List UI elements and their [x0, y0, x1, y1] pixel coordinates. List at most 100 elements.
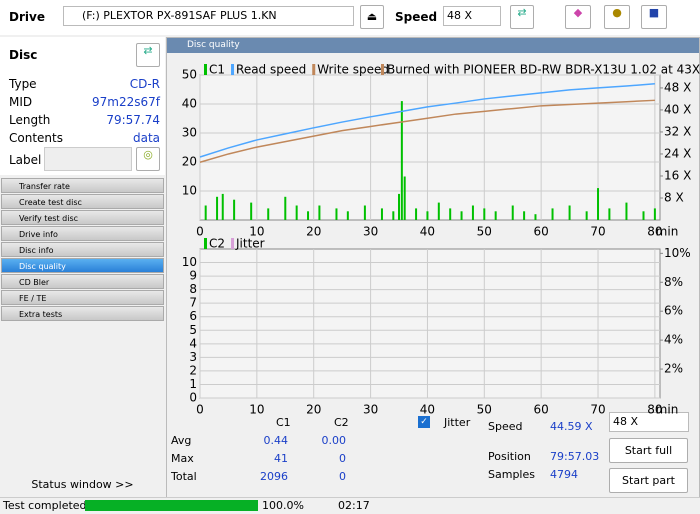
x-tick-label: 30	[363, 403, 378, 417]
c-error-bar	[233, 199, 236, 220]
c-error-bar	[267, 208, 270, 220]
menu-item[interactable]: Disc quality	[1, 258, 164, 273]
c-error-bar	[346, 211, 349, 220]
c-error-bar	[471, 205, 474, 220]
menu-item[interactable]: Create test disc	[1, 194, 164, 209]
x-tick-label: 60	[534, 403, 549, 417]
stats-key: Max	[171, 452, 194, 465]
stats-header: C1	[276, 416, 291, 429]
eject-button[interactable]: ⏏	[360, 5, 384, 29]
y-tick-label: 3	[189, 350, 197, 364]
x-tick-label: 10	[249, 225, 264, 239]
disc-key: MID	[9, 95, 33, 109]
y-tick-label: 30	[182, 126, 197, 140]
c-error-bar	[437, 202, 440, 220]
legend-swatch	[204, 238, 207, 249]
speed-select[interactable]: 48 X	[443, 6, 501, 26]
plot-area	[199, 74, 661, 221]
elapsed-time: 02:17	[338, 499, 370, 512]
progress-label: 100.0%	[262, 499, 304, 512]
x-tick-label: 60	[534, 225, 549, 239]
c-error-bar	[380, 208, 383, 220]
stats-key: Avg	[171, 434, 192, 447]
legend-swatch	[381, 64, 384, 75]
menu-item[interactable]: Disc info	[1, 242, 164, 257]
legend-label: Write speed	[317, 63, 389, 77]
start-full-button[interactable]: Start full	[609, 438, 688, 463]
y2-tick-label: 32 X	[664, 124, 691, 138]
y2-tick-label: 4%	[664, 333, 683, 347]
stats-key: Total	[171, 470, 197, 483]
disc-refresh[interactable]: ⇄	[136, 43, 160, 67]
legend-label: C2	[209, 237, 225, 251]
x-tick-label: 20	[306, 403, 321, 417]
x-tick-label: 80	[647, 225, 662, 239]
y-tick-label: 20	[182, 155, 197, 169]
y2-tick-label: 10%	[664, 246, 691, 260]
c-error-bar	[221, 193, 224, 220]
c-error-bar	[307, 211, 310, 220]
x-tick-label: 50	[477, 403, 492, 417]
legend-swatch	[231, 64, 235, 75]
info-key: Position	[488, 450, 531, 463]
menu-item[interactable]: FE / TE	[1, 290, 164, 305]
c-error-bar	[250, 202, 253, 220]
menu-item[interactable]: Drive info	[1, 226, 164, 241]
speed-label: Speed	[395, 10, 438, 24]
x-tick-label: 0	[196, 403, 204, 417]
info-key: Speed	[488, 420, 523, 433]
y-tick-label: 10	[182, 255, 197, 269]
speed-line	[199, 99, 655, 163]
disc-key: Type	[9, 77, 37, 91]
c-error-bar	[400, 101, 403, 220]
speed-dropdown[interactable]: 48 X	[609, 412, 689, 432]
y-tick-label: 0	[189, 391, 197, 405]
c-error-bar	[625, 202, 628, 220]
c-error-bar	[415, 208, 418, 220]
c-error-bar	[608, 208, 611, 220]
c-error-bar	[551, 208, 554, 220]
disc-panel: Disc ⇄ Type CD-R MID 97m22s67f Length 79:57.7…	[0, 37, 165, 175]
stats-value: 0	[339, 470, 346, 483]
c-error-bar	[426, 211, 429, 220]
disc-value: data	[132, 131, 160, 145]
save-button[interactable]: ■	[641, 5, 667, 29]
y-tick-label: 50	[182, 68, 197, 82]
progress-track	[85, 500, 258, 511]
disc-value: 79:57.74	[106, 113, 160, 127]
info-value: 44.59 X	[550, 420, 593, 433]
erase-button[interactable]: ◆	[565, 5, 591, 29]
c-error-bar	[403, 176, 406, 220]
c-error-bar	[483, 208, 486, 220]
menu-item[interactable]: Verify test disc	[1, 210, 164, 225]
c-error-bar	[449, 208, 452, 220]
jitter-label: Jitter	[444, 416, 471, 429]
disc-value: CD-R	[129, 77, 160, 91]
y2-tick-label: 24 X	[664, 146, 691, 160]
legend-label: Read speed	[236, 63, 306, 77]
drive-select[interactable]: (F:) PLEXTOR PX-891SAF PLUS 1.KN	[63, 6, 354, 26]
c-error-bar	[642, 211, 645, 220]
jitter-checkbox[interactable]: ✓	[418, 416, 430, 428]
c-error-bar	[318, 205, 321, 220]
start-part-button[interactable]: Start part	[609, 468, 688, 493]
status-bar: Test completed 100.0% 02:17	[0, 497, 700, 514]
refresh-button[interactable]: ⇄	[510, 5, 534, 29]
menu-item[interactable]: Extra tests	[1, 306, 164, 321]
c-error-bar	[216, 196, 219, 220]
stats-header: C2	[334, 416, 349, 429]
status-window-button[interactable]: Status window >>	[0, 475, 165, 497]
menu-item[interactable]: CD Bler	[1, 274, 164, 289]
label-input[interactable]	[44, 147, 132, 171]
menu-item[interactable]: Transfer rate	[1, 178, 164, 193]
c-error-bar	[295, 205, 298, 220]
x-tick-label: 0	[196, 225, 204, 239]
y2-tick-label: 6%	[664, 304, 683, 318]
y-tick-label: 4	[189, 336, 197, 350]
label-button[interactable]: ◎	[136, 147, 160, 171]
x-axis-unit: min	[656, 403, 679, 417]
copy-button[interactable]: ●	[604, 5, 630, 29]
y-tick-label: 40	[182, 97, 197, 111]
stats-value: 0	[339, 452, 346, 465]
